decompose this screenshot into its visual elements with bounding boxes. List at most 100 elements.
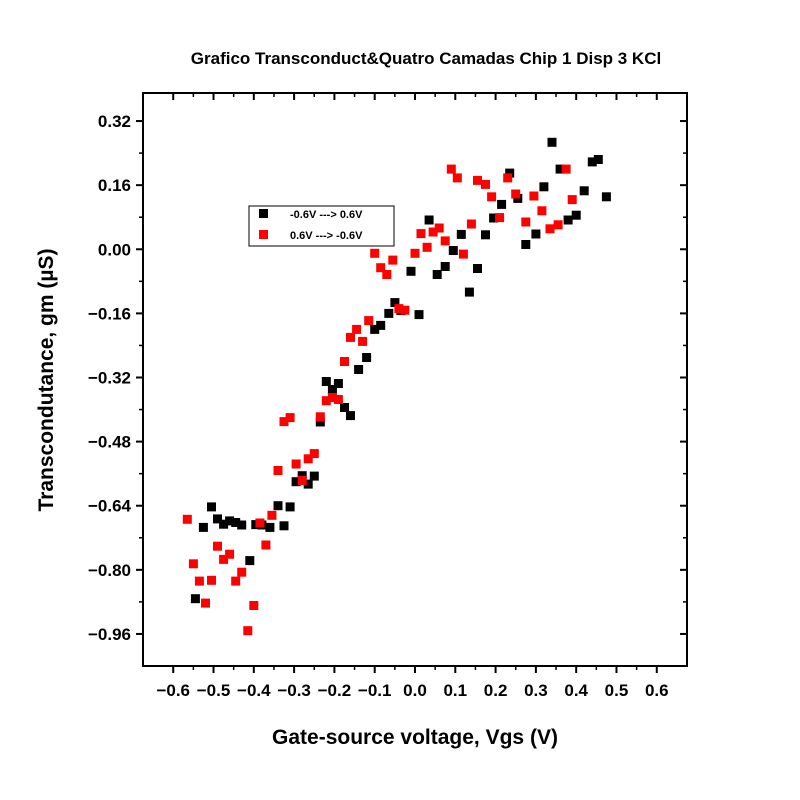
data-point-series-2: [225, 549, 235, 559]
data-point-series-1: [539, 182, 549, 192]
data-point-series-2: [364, 316, 374, 326]
data-point-series-1: [273, 501, 283, 511]
y-axis-label: Transcondutance, gm (µS): [35, 249, 58, 512]
data-point-series-1: [198, 522, 208, 532]
tick-labels: −0.6 −0.5 −0.4 −0.3 −0.2 −0.1 0.0 0.1 0.2 0.3 0.4 0…: [88, 112, 669, 700]
data-point-series-1: [601, 192, 611, 202]
data-point-series-2: [327, 393, 337, 402]
data-point-series-1: [414, 310, 424, 320]
data-point-series-1: [531, 229, 541, 239]
data-point-series-2: [495, 213, 505, 223]
y-tick-label: 0.32: [98, 112, 131, 131]
y-tick-label: −0.32: [88, 368, 131, 387]
data-point-series-2: [213, 541, 222, 551]
x-axis-label: Gate-source voltage, Vgs (V): [272, 726, 558, 749]
data-point-series-1: [384, 308, 394, 318]
data-point-series-2: [237, 567, 247, 577]
x-tick-label: 0.4: [564, 681, 588, 700]
data-point-series-1: [424, 215, 434, 225]
data-point-series-2: [503, 173, 513, 183]
data-point-series-1: [432, 270, 442, 279]
data-point-series-2: [273, 466, 283, 475]
data-point-series-1: [340, 403, 349, 412]
data-point-series-1: [464, 287, 474, 297]
data-point-series-1: [354, 365, 364, 374]
data-point-series-2: [446, 164, 456, 174]
data-point-series-1: [563, 215, 573, 225]
data-point-series-2: [434, 223, 444, 233]
x-tick-label: −0.3: [277, 681, 311, 700]
data-point-series-2: [279, 417, 289, 427]
data-point-series-1: [219, 519, 229, 529]
data-point-series-2: [567, 195, 577, 205]
x-tick-label: −0.5: [197, 681, 231, 700]
data-point-series-1: [309, 471, 319, 481]
data-point-series-2: [201, 598, 210, 608]
data-point-series-2: [382, 270, 392, 279]
data-point-series-1: [448, 246, 458, 255]
data-point-series-2: [416, 229, 426, 239]
x-tick-label: −0.1: [358, 681, 392, 700]
x-tick-label: 0.1: [443, 681, 467, 700]
data-point-series-1: [376, 320, 386, 330]
data-point-series-2: [487, 192, 497, 202]
x-tick-label: 0.0: [403, 681, 427, 700]
data-point-series-1: [521, 240, 531, 249]
data-point-series-1: [473, 264, 482, 273]
data-point-series-2: [537, 206, 547, 216]
data-point-series-1: [225, 516, 235, 526]
y-tick-label: −0.80: [88, 561, 131, 580]
data-point-series-2: [207, 575, 216, 585]
data-point-series-2: [440, 236, 450, 246]
legend-marker-series-1: [259, 209, 268, 218]
legend: -0.6V ---> 0.6V 0.6V ---> -0.6V: [248, 205, 395, 247]
x-tick-label: −0.6: [156, 681, 190, 700]
data-point-series-2: [422, 242, 432, 252]
data-point-series-1: [571, 210, 581, 220]
legend-label-series-1: -0.6V ---> 0.6V: [290, 209, 363, 221]
data-point-series-1: [481, 230, 490, 240]
data-point-series-2: [315, 412, 325, 422]
data-point-series-2: [321, 396, 331, 406]
x-tick-label: 0.6: [645, 681, 669, 700]
chart-title: Grafico Transconduct&Quatro Camadas Chip…: [191, 49, 661, 68]
data-point-series-1: [362, 353, 372, 362]
data-point-series-1: [297, 471, 307, 481]
legend-marker-series-2: [259, 230, 268, 239]
data-point-series-2: [309, 449, 319, 459]
data-point-series-1: [593, 155, 603, 164]
data-point-series-2: [303, 454, 313, 464]
data-point-series-1: [265, 522, 275, 532]
data-point-series-1: [547, 137, 557, 147]
data-point-series-2: [529, 191, 539, 201]
x-tick-label: 0.2: [484, 681, 508, 700]
y-tick-label: −0.64: [88, 497, 132, 516]
data-point-series-2: [352, 324, 362, 334]
data-point-series-2: [188, 559, 198, 569]
y-tick-label: 0.16: [98, 176, 131, 195]
data-point-series-1: [315, 417, 325, 427]
data-point-series-2: [285, 413, 295, 423]
data-point-series-2: [511, 189, 521, 199]
data-point-series-1: [237, 520, 247, 530]
axis-ticks: [136, 93, 687, 673]
data-point-series-2: [267, 510, 277, 520]
data-point-series-2: [400, 305, 410, 315]
data-point-series-2: [370, 248, 380, 258]
data-point-series-2: [346, 332, 355, 342]
data-points: [182, 137, 611, 636]
plot-area-frame: [142, 92, 688, 667]
data-point-series-1: [390, 298, 400, 308]
data-point-series-1: [497, 199, 507, 209]
x-tick-label: 0.3: [524, 681, 548, 700]
y-tick-label: −0.96: [88, 625, 131, 644]
data-point-series-2: [231, 576, 241, 586]
data-point-series-1: [489, 213, 499, 223]
legend-label-series-2: 0.6V ---> -0.6V: [290, 230, 363, 242]
x-tick-label: −0.4: [237, 681, 271, 700]
data-point-series-1: [303, 479, 313, 489]
y-tick-label: 0.00: [98, 240, 131, 259]
data-point-series-2: [182, 514, 192, 524]
x-tick-label: −0.2: [318, 681, 352, 700]
